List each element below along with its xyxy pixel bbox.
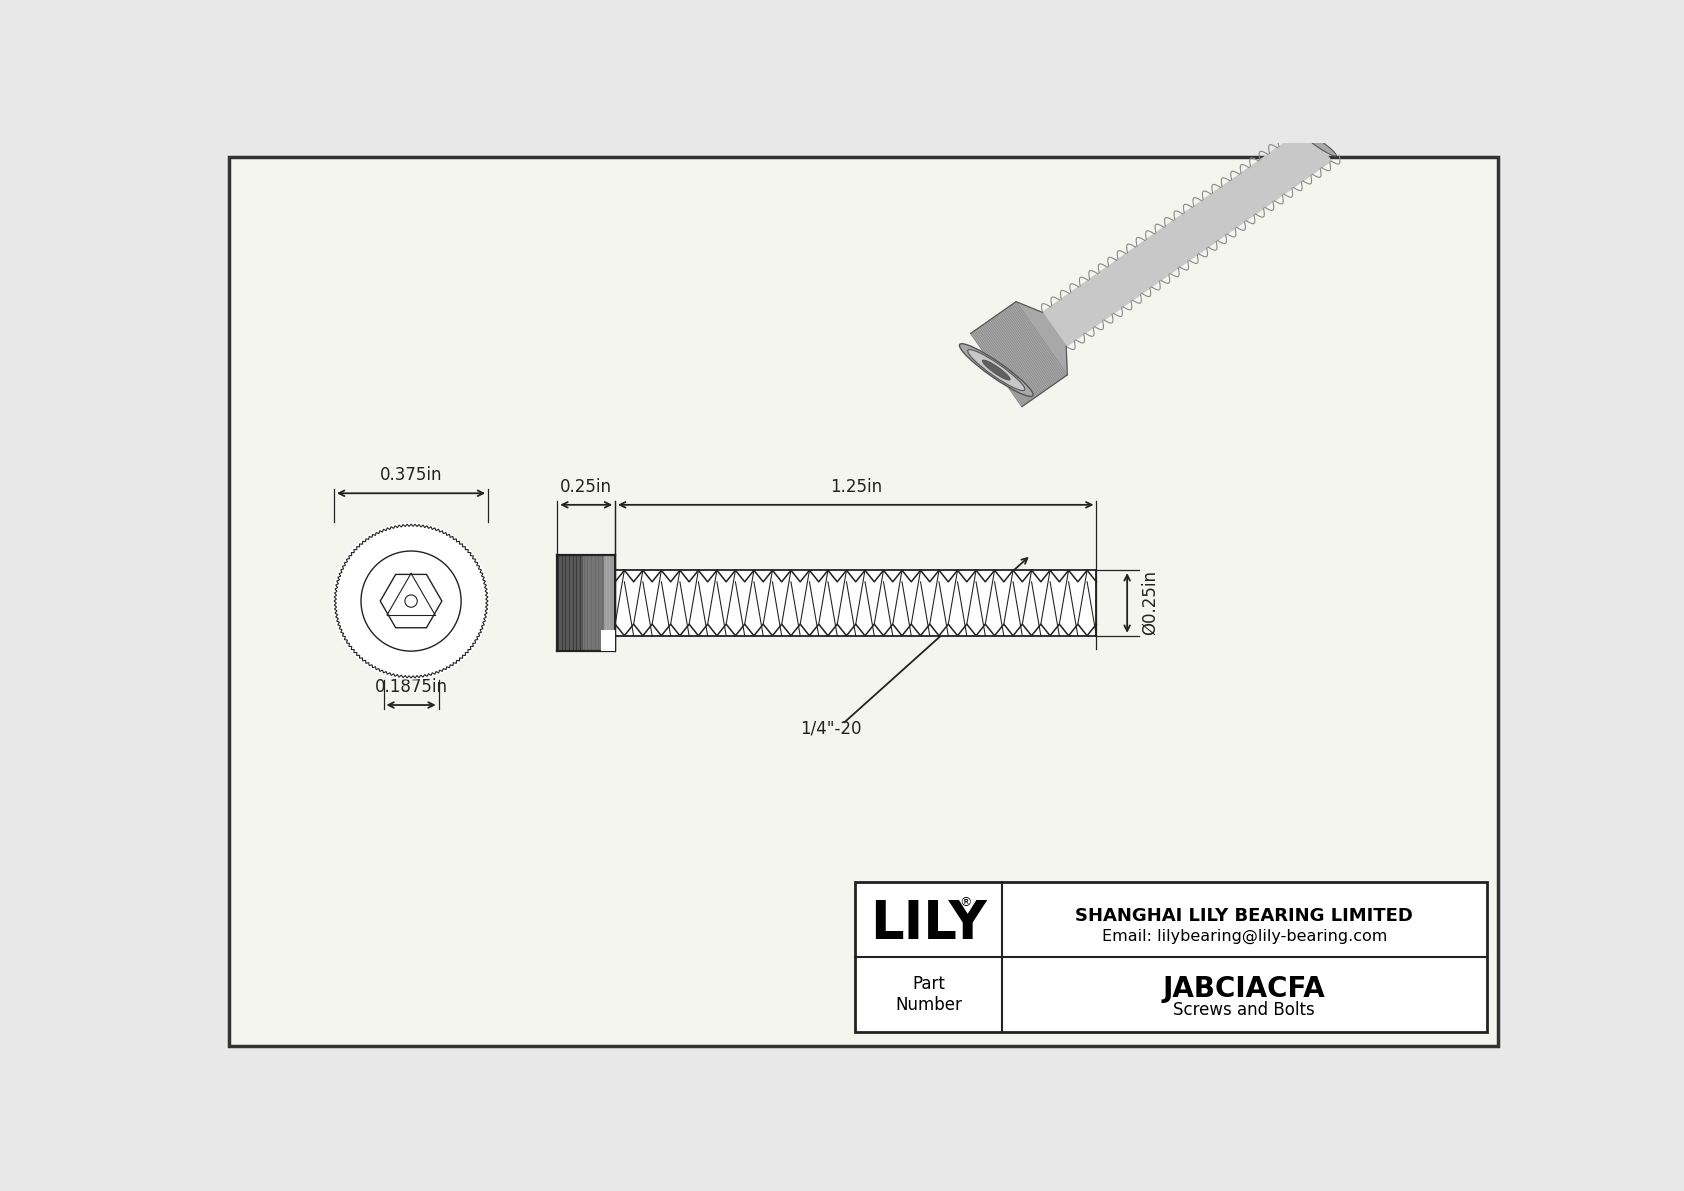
Bar	[603, 555, 615, 651]
Polygon shape	[381, 574, 441, 628]
Text: 1/4"-20: 1/4"-20	[800, 719, 862, 737]
Circle shape	[404, 596, 418, 607]
Text: 1.25in: 1.25in	[830, 478, 882, 495]
Text: 0.1875in: 0.1875in	[374, 678, 448, 696]
Ellipse shape	[960, 344, 1032, 397]
Polygon shape	[970, 301, 1068, 406]
Polygon shape	[1015, 301, 1068, 375]
Bar	[557, 555, 583, 651]
Text: SHANGHAI LILY BEARING LIMITED: SHANGHAI LILY BEARING LIMITED	[1076, 906, 1413, 924]
Text: ®: ®	[960, 896, 972, 909]
Ellipse shape	[982, 360, 1010, 380]
Text: JABCIACFA: JABCIACFA	[1164, 974, 1325, 1003]
Text: Screws and Bolts: Screws and Bolts	[1174, 1002, 1315, 1019]
Circle shape	[332, 523, 490, 680]
Polygon shape	[333, 524, 488, 678]
Bar	[615, 570, 1096, 636]
Bar	[583, 555, 603, 651]
Ellipse shape	[968, 350, 1026, 391]
Text: LILY: LILY	[871, 898, 987, 949]
Text: 0.25in: 0.25in	[561, 478, 613, 495]
Polygon shape	[1042, 127, 1330, 347]
Text: Part
Number: Part Number	[896, 975, 962, 1014]
Text: Ø0.25in: Ø0.25in	[1142, 570, 1159, 636]
Ellipse shape	[1302, 132, 1337, 156]
Bar	[855, 883, 1487, 1033]
Text: 0.375in: 0.375in	[381, 466, 443, 484]
Bar	[557, 555, 615, 651]
Text: Email: lilybearing@lily-bearing.com: Email: lilybearing@lily-bearing.com	[1101, 929, 1388, 944]
Circle shape	[360, 551, 461, 651]
Bar	[601, 630, 615, 651]
